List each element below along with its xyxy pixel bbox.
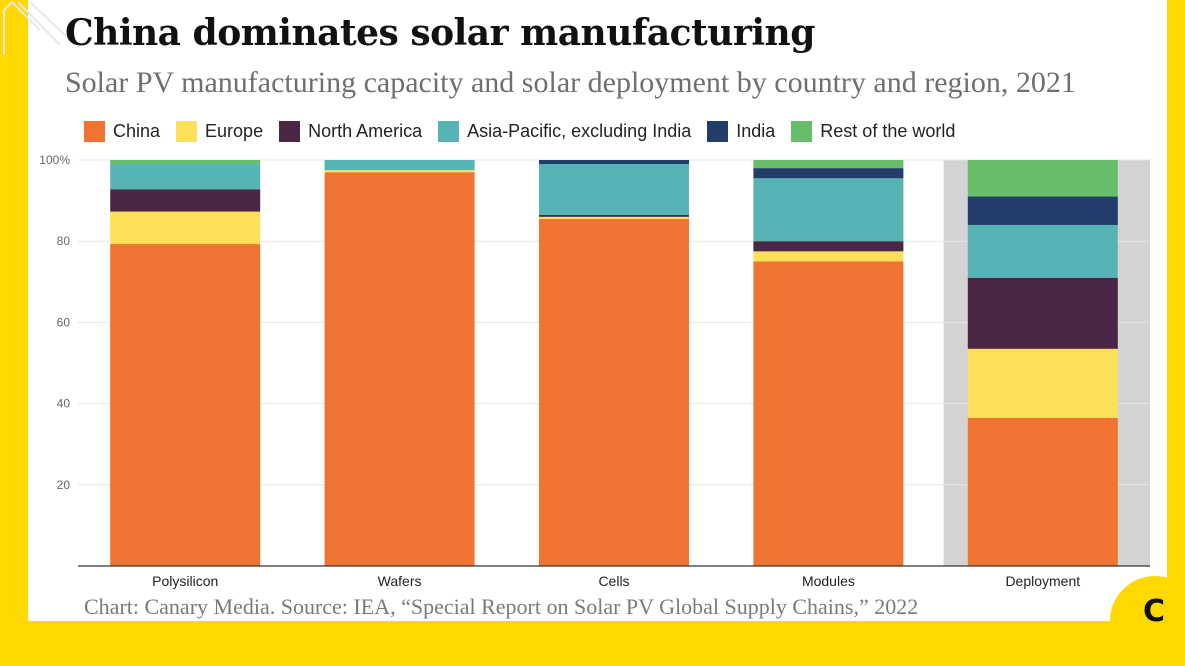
bar-segment bbox=[324, 172, 475, 566]
bar-segment bbox=[110, 164, 261, 190]
y-tick-label: 80 bbox=[57, 234, 71, 248]
bar-segment bbox=[967, 224, 1118, 278]
bar-segment bbox=[753, 160, 904, 169]
bar-segment bbox=[539, 214, 689, 217]
legend-label: North America bbox=[308, 120, 423, 141]
legend-label: Rest of the world bbox=[820, 120, 956, 141]
bar-segment bbox=[539, 218, 689, 566]
bar-segment bbox=[753, 241, 904, 252]
chart-legend: China Europe North America Asia-Pacific, ex… bbox=[84, 118, 971, 144]
y-tick-label: 20 bbox=[57, 478, 71, 492]
stacked-bar-chart: 20 40 60 80 100% Polysilicon Wafers Cells Module… bbox=[39, 153, 1150, 589]
legend-item: India bbox=[707, 120, 776, 142]
bar-segment bbox=[110, 160, 261, 165]
bar-segment bbox=[539, 160, 689, 165]
legend-item: Rest of the world bbox=[791, 120, 956, 142]
legend-swatch bbox=[791, 120, 813, 142]
legend-label: Asia-Pacific, excluding India bbox=[467, 120, 692, 141]
chart-source-note: Chart: Canary Media. Source: IEA, “Speci… bbox=[84, 594, 919, 619]
y-tick-label: 40 bbox=[57, 397, 71, 411]
bar-segment bbox=[753, 168, 904, 179]
y-tick-label: 100% bbox=[39, 153, 70, 167]
chart-subtitle: Solar PV manufacturing capacity and sola… bbox=[65, 66, 1076, 99]
legend-label: India bbox=[736, 120, 776, 141]
legend-label: China bbox=[113, 120, 161, 141]
bar-segment bbox=[324, 160, 475, 171]
bar-segment bbox=[110, 244, 261, 567]
legend-swatch bbox=[176, 120, 198, 142]
x-tick-label: Polysilicon bbox=[152, 573, 218, 589]
x-tick-label: Wafers bbox=[378, 573, 422, 589]
bar-segment bbox=[110, 211, 261, 245]
bar-segment bbox=[324, 170, 475, 173]
bar-segment bbox=[967, 348, 1118, 418]
y-tick-label: 60 bbox=[57, 315, 71, 329]
bar-segment bbox=[967, 277, 1118, 349]
bar-segment bbox=[110, 189, 261, 212]
badge-letter: C bbox=[1143, 594, 1166, 629]
legend-item: Asia-Pacific, excluding India bbox=[438, 120, 692, 142]
x-tick-label: Modules bbox=[802, 573, 855, 589]
chart-title: China dominates solar manufacturing bbox=[65, 12, 815, 54]
legend-swatch bbox=[279, 120, 301, 142]
legend-item: North America bbox=[279, 120, 423, 142]
legend-swatch bbox=[438, 120, 460, 142]
bar-segment bbox=[753, 178, 904, 242]
bar-segment bbox=[753, 261, 904, 566]
bar-segment bbox=[539, 216, 689, 219]
legend-item: Europe bbox=[176, 120, 264, 142]
bar-segment bbox=[967, 417, 1118, 566]
bar-segment bbox=[753, 251, 904, 262]
x-tick-label: Deployment bbox=[1005, 573, 1080, 589]
bar-segment bbox=[539, 164, 689, 215]
bar-segment bbox=[967, 160, 1118, 197]
legend-swatch bbox=[84, 120, 105, 142]
legend-label: Europe bbox=[205, 120, 264, 141]
canary-media-badge: C bbox=[1110, 576, 1185, 666]
corner-decoration-icon bbox=[3, 0, 71, 55]
legend-swatch bbox=[707, 120, 729, 142]
legend-item: China bbox=[84, 120, 161, 142]
bar-segment bbox=[967, 196, 1118, 225]
x-tick-label: Cells bbox=[598, 573, 629, 589]
